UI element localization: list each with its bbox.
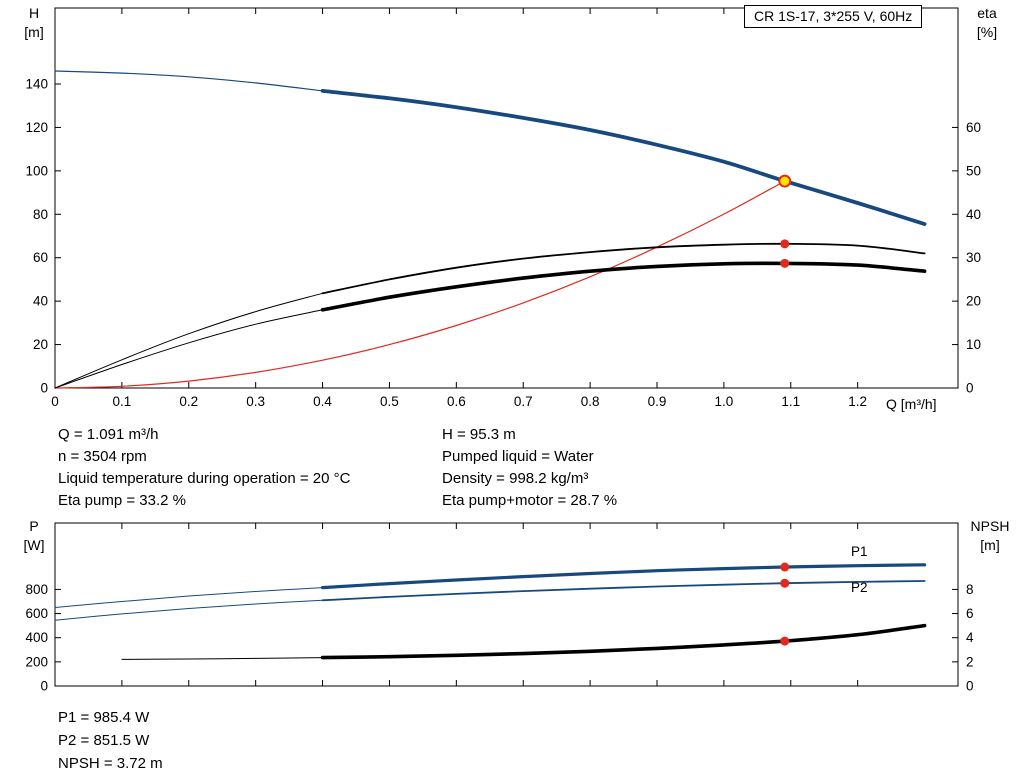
npsh-axis-unit: [m] xyxy=(980,537,1000,553)
x-tick-label: 0.5 xyxy=(380,394,399,409)
result-eta-pump-motor: Eta pump+motor = 28.7 % xyxy=(442,492,618,509)
power-npsh-chart[interactable]: 0 200 400 600 800 0 2 4 6 8 P1 P2 xyxy=(0,513,1024,710)
y-tick-label-left: 80 xyxy=(33,207,48,222)
p1-curve-lead xyxy=(54,587,324,608)
result-h: H = 95.3 m xyxy=(442,426,516,443)
y-tick-label-left: 600 xyxy=(25,606,48,621)
y-tick-label-left: 0 xyxy=(40,679,48,694)
result-speed: n = 3504 rpm xyxy=(58,448,147,465)
x-tick-label: 0.4 xyxy=(313,394,332,409)
y-tick-label-left: 20 xyxy=(33,337,48,352)
hq-eta-chart[interactable]: 0 0.1 0.2 0.3 0.4 0.5 0.6 0.7 0.8 0.9 1.0 1.1 1.2 0 20… xyxy=(0,0,1024,420)
x-tick-label: 1.1 xyxy=(781,394,800,409)
result-pumped-liquid: Pumped liquid = Water xyxy=(442,448,594,465)
p2-curve xyxy=(321,580,926,602)
y-tick-label-left: 200 xyxy=(25,654,48,669)
x-tick-label: 0.2 xyxy=(179,394,198,409)
npsh-axis-symbol: NPSH xyxy=(970,518,1010,534)
y-tick-label-left: 120 xyxy=(25,120,48,135)
y-tick-label-left: 100 xyxy=(25,163,48,178)
eta-pump-curve-lead xyxy=(54,292,324,389)
h-curve xyxy=(320,89,927,226)
result-q: Q = 1.091 m³/h xyxy=(58,426,159,443)
npsh-point xyxy=(780,636,790,646)
y-tick-label-left: 40 xyxy=(33,294,48,309)
result-density: Density = 998.2 kg/m³ xyxy=(442,470,589,487)
npsh-curve-lead xyxy=(121,657,324,660)
result-liquid-temperature: Liquid temperature during operation = 20… xyxy=(58,470,351,487)
chart-title-box: CR 1S-17, 3*255 V, 60Hz xyxy=(744,5,923,28)
eta-pump-motor-curve-lead xyxy=(54,309,324,389)
x-tick-label: 0.7 xyxy=(514,394,533,409)
h-axis-unit: [m] xyxy=(24,24,44,40)
p1-curve xyxy=(321,563,927,590)
y-tick-label-right: 20 xyxy=(966,294,981,309)
result-npsh: NPSH = 3.72 m xyxy=(58,755,163,772)
eta-axis-unit: [%] xyxy=(976,24,998,40)
npsh-axis-label: NPSH [m] xyxy=(960,517,1020,555)
h-axis-symbol: H xyxy=(28,5,40,21)
duty-results-right: H = 95.3 m Pumped liquid = Water Density… xyxy=(442,424,617,512)
x-tick-label: 0.3 xyxy=(246,394,265,409)
x-tick-label: 0.8 xyxy=(581,394,600,409)
y-tick-label-left: 0 xyxy=(40,381,48,396)
eta-pump-curve xyxy=(321,242,926,295)
npsh-curve xyxy=(320,623,927,660)
x-tick-label: 0.6 xyxy=(447,394,466,409)
y-tick-label-right: 60 xyxy=(966,120,981,135)
y-tick-label-right: 10 xyxy=(966,337,981,352)
p2-point xyxy=(780,578,790,588)
eta-axis-symbol: eta xyxy=(977,5,997,21)
result-p1: P1 = 985.4 W xyxy=(58,709,150,726)
eta-pump-motor-point xyxy=(780,258,790,268)
series-label-p1: P1 xyxy=(851,544,868,559)
p2-curve-lead xyxy=(54,599,324,621)
result-eta-pump: Eta pump = 33.2 % xyxy=(58,492,186,509)
y-tick-label-right: 2 xyxy=(966,654,974,669)
h-curve-lead xyxy=(54,70,324,92)
duty-point[interactable] xyxy=(778,174,792,188)
p-axis-unit: [W] xyxy=(23,537,45,553)
power-results: P1 = 985.4 W P2 = 851.5 W NPSH = 3.72 m xyxy=(58,706,163,775)
x-tick-label: 0 xyxy=(51,394,59,409)
y-tick-label-right: 6 xyxy=(966,606,974,621)
eta-pump-motor-curve xyxy=(320,261,927,312)
y-tick-label-right: 30 xyxy=(966,250,981,265)
x-tick-label: 0.9 xyxy=(648,394,667,409)
y-tick-label-right: 50 xyxy=(966,163,981,178)
eta-axis-label: eta [%] xyxy=(964,4,1010,42)
y-tick-label-right: 40 xyxy=(966,207,981,222)
p-axis-label: P [W] xyxy=(14,517,54,555)
x-tick-label: 1.2 xyxy=(848,394,867,409)
q-axis-label: Q [m³/h] xyxy=(886,396,937,412)
y-tick-label-left: 400 xyxy=(25,630,48,645)
y-tick-label-left: 140 xyxy=(25,77,48,92)
p1-point xyxy=(780,562,790,572)
h-axis-label: H [m] xyxy=(14,4,54,42)
y-tick-label-right: 8 xyxy=(966,582,974,597)
x-tick-label: 1.0 xyxy=(714,394,733,409)
y-tick-label-right: 0 xyxy=(966,381,974,396)
y-tick-label-left: 800 xyxy=(25,582,48,597)
p-axis-symbol: P xyxy=(29,518,39,534)
series-label-p2: P2 xyxy=(851,580,868,595)
y-tick-label-right: 4 xyxy=(966,630,974,645)
system-curve xyxy=(54,180,786,389)
plot-area[interactable] xyxy=(54,522,959,687)
x-tick-label: 0.1 xyxy=(112,394,131,409)
plot-area[interactable] xyxy=(54,7,959,389)
eta-pump-point xyxy=(780,239,790,249)
duty-results-left: Q = 1.091 m³/h n = 3504 rpm Liquid tempe… xyxy=(58,424,350,512)
y-tick-label-left: 60 xyxy=(33,250,48,265)
y-tick-label-right: 0 xyxy=(966,679,974,694)
result-p2: P2 = 851.5 W xyxy=(58,732,150,749)
